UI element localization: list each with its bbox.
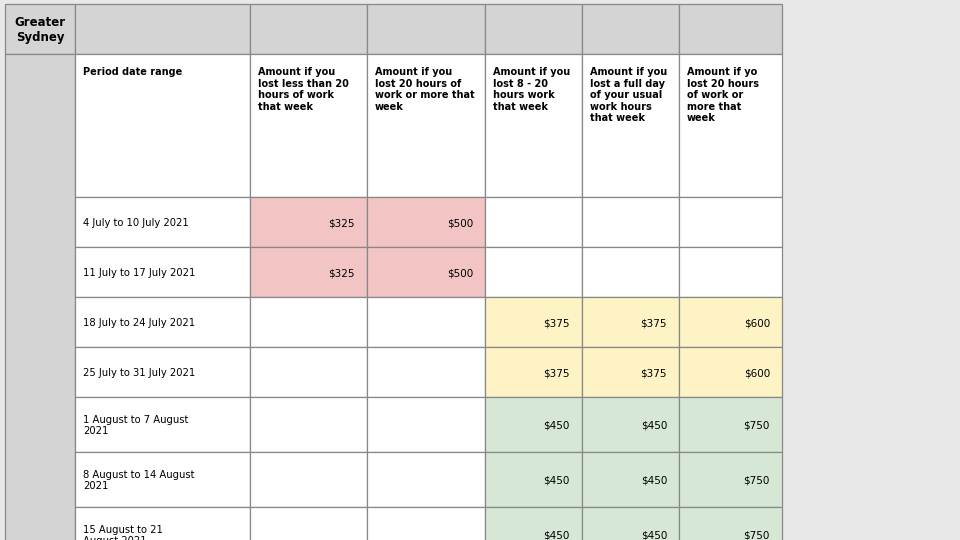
Bar	[75, 197, 250, 247]
Bar	[485, 452, 582, 507]
Bar	[582, 507, 679, 540]
Text: $325: $325	[328, 268, 355, 278]
Text: $450: $450	[640, 421, 667, 430]
Bar	[679, 247, 782, 297]
Text: 4 July to 10 July 2021: 4 July to 10 July 2021	[83, 218, 189, 228]
Bar	[485, 507, 582, 540]
Bar	[250, 297, 367, 347]
Text: Amount if you
lost less than 20
hours of work
that week: Amount if you lost less than 20 hours of…	[258, 67, 348, 112]
Bar	[75, 452, 250, 507]
Bar	[485, 54, 582, 197]
Bar	[367, 247, 485, 297]
Text: 1 August to 7 August
2021: 1 August to 7 August 2021	[83, 415, 188, 436]
Bar	[250, 452, 367, 507]
Text: $325: $325	[328, 218, 355, 228]
Bar	[679, 397, 782, 452]
Bar	[250, 507, 367, 540]
Bar	[75, 297, 250, 347]
Bar	[679, 297, 782, 347]
Bar	[250, 4, 367, 54]
Bar	[582, 197, 679, 247]
Bar	[485, 297, 582, 347]
Bar	[367, 4, 485, 54]
Bar	[679, 347, 782, 397]
Bar	[250, 197, 367, 247]
Text: $375: $375	[543, 368, 570, 378]
Bar	[367, 197, 485, 247]
Bar	[485, 4, 582, 54]
Bar	[250, 54, 367, 197]
Bar	[367, 452, 485, 507]
Bar	[485, 347, 582, 397]
Bar	[75, 507, 250, 540]
Bar	[75, 347, 250, 397]
Text: Amount if you
lost 8 - 20
hours work
that week: Amount if you lost 8 - 20 hours work tha…	[493, 67, 570, 112]
Bar	[582, 347, 679, 397]
Bar	[367, 297, 485, 347]
Bar	[5, 4, 75, 54]
Text: Period date range: Period date range	[83, 67, 182, 77]
Bar	[75, 54, 250, 197]
Text: Greater
Sydney: Greater Sydney	[14, 16, 65, 44]
Bar	[582, 452, 679, 507]
Bar	[75, 247, 250, 297]
Text: $750: $750	[744, 421, 770, 430]
Text: $750: $750	[744, 476, 770, 485]
Bar	[5, 54, 75, 540]
Text: $450: $450	[640, 476, 667, 485]
Bar	[485, 197, 582, 247]
Bar	[485, 247, 582, 297]
Text: Amount if you
lost 20 hours of
work or more that
week: Amount if you lost 20 hours of work or m…	[375, 67, 474, 112]
Text: 8 August to 14 August
2021: 8 August to 14 August 2021	[83, 470, 195, 491]
Text: $450: $450	[543, 421, 570, 430]
Text: Amount if yo
lost 20 hours
of work or
more that
week: Amount if yo lost 20 hours of work or mo…	[687, 67, 759, 124]
Text: $375: $375	[543, 318, 570, 328]
Bar	[485, 397, 582, 452]
Text: $450: $450	[543, 476, 570, 485]
Bar	[75, 397, 250, 452]
Bar	[367, 347, 485, 397]
Text: $600: $600	[744, 318, 770, 328]
Bar	[367, 397, 485, 452]
Text: Amount if you
lost a full day
of your usual
work hours
that week: Amount if you lost a full day of your us…	[590, 67, 667, 124]
Text: 15 August to 21
August 2021: 15 August to 21 August 2021	[83, 525, 163, 540]
Text: $500: $500	[446, 218, 473, 228]
Bar	[582, 54, 679, 197]
Text: $750: $750	[744, 530, 770, 540]
Bar	[679, 197, 782, 247]
Text: $375: $375	[640, 318, 667, 328]
Bar	[679, 452, 782, 507]
Text: 25 July to 31 July 2021: 25 July to 31 July 2021	[83, 368, 195, 378]
Text: 11 July to 17 July 2021: 11 July to 17 July 2021	[83, 268, 196, 278]
Bar	[679, 507, 782, 540]
Bar	[679, 4, 782, 54]
Text: $500: $500	[446, 268, 473, 278]
Text: $600: $600	[744, 368, 770, 378]
Bar	[582, 397, 679, 452]
Bar	[250, 397, 367, 452]
Bar	[250, 347, 367, 397]
Bar	[75, 4, 250, 54]
Text: $450: $450	[640, 530, 667, 540]
Bar	[250, 247, 367, 297]
Bar	[367, 507, 485, 540]
Bar	[582, 297, 679, 347]
Bar	[582, 4, 679, 54]
Bar	[367, 54, 485, 197]
Text: $375: $375	[640, 368, 667, 378]
Bar	[582, 247, 679, 297]
Text: $450: $450	[543, 530, 570, 540]
Bar	[679, 54, 782, 197]
Text: 18 July to 24 July 2021: 18 July to 24 July 2021	[83, 318, 195, 328]
